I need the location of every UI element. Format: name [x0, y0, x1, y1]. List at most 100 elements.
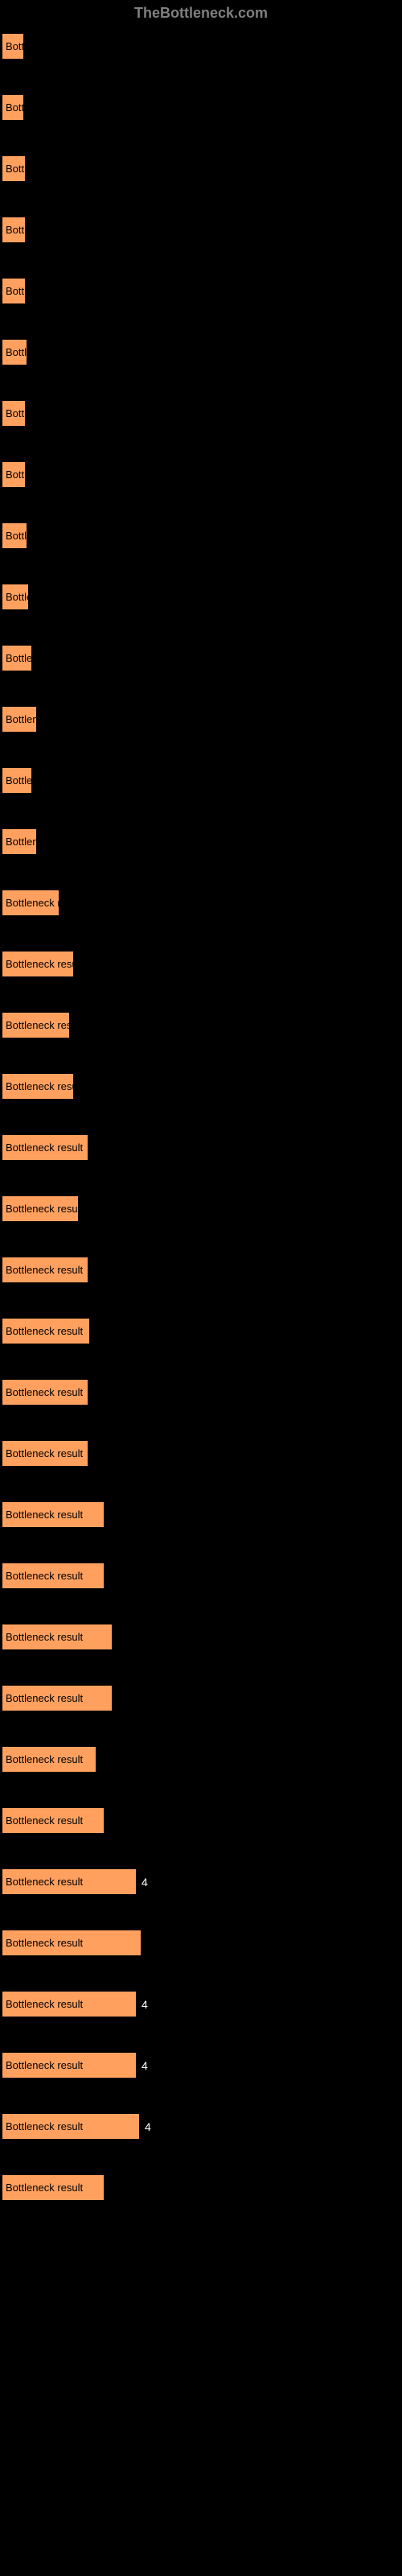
bar: Bottleneck result: [2, 1807, 105, 1834]
bar: Bottlene: [2, 645, 32, 671]
bar-group: Bottler: [2, 339, 400, 365]
bar-group: Bottlene: [2, 767, 400, 794]
bar-group: Bottle: [2, 400, 400, 427]
bar-text: Bottleneck re: [6, 897, 59, 909]
bar-row: Bottleneck result: [2, 951, 400, 977]
bar: Bottleneck result: [2, 1624, 113, 1650]
bar-row: Bottleneck result: [2, 1318, 400, 1344]
bar: Bottle: [2, 400, 26, 427]
bar: Bottleneck result: [2, 2113, 140, 2140]
bar-text: Bottleneck result: [6, 1447, 83, 1459]
bar-row: Bottler: [2, 339, 400, 365]
bar-row: Bottleneck result: [2, 1624, 400, 1650]
bar-text: Bottler: [6, 346, 27, 358]
bar-row: Bottleneck result: [2, 1257, 400, 1283]
bar-group: Bottleneck result: [2, 1257, 400, 1283]
bar: Bottleneck result: [2, 1991, 137, 2017]
bar-row: Bottleneck result: [2, 1134, 400, 1161]
bar-text: Bottleneck result: [6, 2182, 83, 2194]
bar: Bottlenec: [2, 828, 37, 855]
bar-text: Bottler: [6, 530, 27, 542]
bar-group: Bottleneck result4: [2, 1868, 400, 1895]
bar-row: Bottl: [2, 33, 400, 60]
bar: Bottl: [2, 94, 24, 121]
bar-row: Bottle: [2, 278, 400, 304]
bar-text: Bottleneck result: [6, 1080, 73, 1092]
bar: Bottle: [2, 278, 26, 304]
bar-group: Bottlenec: [2, 706, 400, 733]
bar-row: Bottleneck result 4: [2, 2052, 400, 2079]
bar: Bottle: [2, 155, 26, 182]
bar: Bottleneck result: [2, 1685, 113, 1711]
bar-text: Bottleneck result: [6, 1325, 83, 1337]
bar-row: Bottleneck resu: [2, 1012, 400, 1038]
bar-text: Bottleneck result: [6, 1386, 83, 1398]
bar: Bottle: [2, 461, 26, 488]
bar-text: Bottleneck result: [6, 2120, 83, 2132]
bar-text: Bottle: [6, 285, 25, 297]
bar-group: Bottleneck result: [2, 1195, 400, 1222]
bar-row: Bottlene: [2, 767, 400, 794]
bar-group: Bottleneck result: [2, 1073, 400, 1100]
bar-row: Bottleneck result4: [2, 1868, 400, 1895]
bar-value-label: 4: [142, 2059, 148, 2072]
bar: Bottleneck result: [2, 1318, 90, 1344]
bar-text: Bottl: [6, 101, 23, 114]
bar: Bottleneck result: [2, 1195, 79, 1222]
bar: Bottlene: [2, 767, 32, 794]
bar-group: Bottleneck result 4: [2, 1991, 400, 2017]
header-title: TheBottleneck.com: [0, 0, 402, 30]
bar-row: Bottle: [2, 400, 400, 427]
bar-text: Bottleneck result: [6, 1631, 83, 1643]
bar-group: Bottleneck resu: [2, 1012, 400, 1038]
bar-row: Bottler: [2, 522, 400, 549]
bar-text: Bottle: [6, 224, 25, 236]
bar: Bottleneck result: [2, 2174, 105, 2201]
bar-row: Bottleneck re: [2, 890, 400, 916]
bar: Bottleneck re: [2, 890, 59, 916]
bar-row: Bottleneck result: [2, 1807, 400, 1834]
bar-group: Bottl: [2, 94, 400, 121]
bar-row: Bottleneck result: [2, 1073, 400, 1100]
bar-row: Bottlen: [2, 584, 400, 610]
bar: Bottleneck result: [2, 2052, 137, 2079]
bar-group: Bottler: [2, 522, 400, 549]
bar-row: Bottlenec: [2, 706, 400, 733]
bar-group: Bottleneck result: [2, 1563, 400, 1589]
bar-group: Bottl: [2, 33, 400, 60]
bar-text: Bottle: [6, 163, 25, 175]
bar-text: Bottle: [6, 407, 25, 419]
bar: Bottle: [2, 217, 26, 243]
bar-value-label: 4: [142, 1998, 148, 2011]
bar-text: Bottleneck result: [6, 1141, 83, 1154]
bar-row: Bottle: [2, 461, 400, 488]
bar: Bottleneck result: [2, 1257, 88, 1283]
bar-text: Bottlenec: [6, 836, 36, 848]
bar-row: Bottle: [2, 217, 400, 243]
bar: Bottlenec: [2, 706, 37, 733]
bar-row: Bottleneck result: [2, 1501, 400, 1528]
bar: Bottleneck result: [2, 1563, 105, 1589]
bar: Bottleneck result: [2, 1501, 105, 1528]
bar-text: Bottleneck result: [6, 1692, 83, 1704]
bar: Bottleneck result: [2, 1134, 88, 1161]
bar: Bottleneck resu: [2, 1012, 70, 1038]
bar-row: Bottleneck result: [2, 1563, 400, 1589]
bar-row: Bottl: [2, 94, 400, 121]
bar-text: Bottl: [6, 40, 23, 52]
bar-text: Bottlenec: [6, 713, 36, 725]
bar-group: Bottlene: [2, 645, 400, 671]
bar: Bottlen: [2, 584, 29, 610]
bar-row: Bottleneck result: [2, 1379, 400, 1406]
bar-group: Bottleneck result: [2, 1685, 400, 1711]
bar-group: Bottle: [2, 217, 400, 243]
bar: Bottleneck result: [2, 1379, 88, 1406]
bar-group: Bottleneck result: [2, 1440, 400, 1467]
bar: Bottleneck result: [2, 951, 74, 977]
bar-text: Bottleneck result: [6, 1937, 83, 1949]
bar-group: Bottlenec: [2, 828, 400, 855]
bar-row: Bottleneck result: [2, 1930, 400, 1956]
bar: Bottl: [2, 33, 24, 60]
bar-row: Bottleneck result: [2, 1195, 400, 1222]
bar-text: Bottleneck resu: [6, 1019, 69, 1031]
